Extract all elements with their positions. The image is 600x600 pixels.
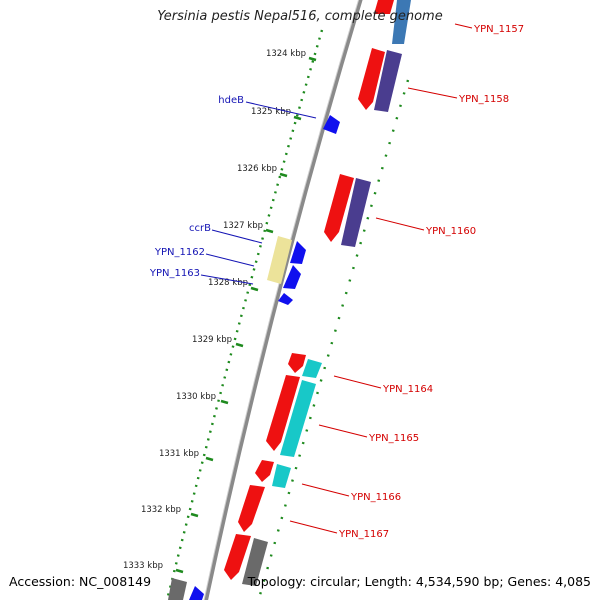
- gene-feature-bottom-blue[interactable]: [189, 586, 204, 600]
- gene-label[interactable]: hdeB: [218, 95, 244, 106]
- gene-label[interactable]: YPN_1166: [350, 492, 401, 503]
- leader-lines-right: [289, 23, 473, 534]
- gene-feature-small-blue[interactable]: [278, 293, 293, 305]
- kbp-label: 1328 kbp: [208, 278, 248, 288]
- kbp-label: 1330 kbp: [176, 392, 216, 402]
- gene-feature-ypn-1166[interactable]: [255, 460, 274, 482]
- kbp-label: 1331 kbp: [159, 449, 199, 459]
- gene-feature-1164-a[interactable]: [288, 353, 306, 373]
- gene-label[interactable]: YPN_1157: [473, 24, 524, 35]
- gene-label[interactable]: YPN_1165: [368, 433, 419, 444]
- kbp-label: 1332 kbp: [141, 505, 181, 515]
- accession-text: Accession: NC_008149: [9, 574, 152, 589]
- gene-feature-ypn-1165[interactable]: [280, 380, 316, 457]
- gene-feature-ypn-1164[interactable]: [266, 375, 300, 451]
- gene-feature-1157-steelblue[interactable]: [392, 0, 411, 44]
- gene-label[interactable]: YPN_1162: [154, 247, 205, 258]
- gene-feature-hdeb[interactable]: [323, 115, 340, 134]
- gene-label[interactable]: YPN_1164: [382, 384, 433, 395]
- genome-backbone: [204, 0, 363, 600]
- gene-feature-bottom-grey[interactable]: [168, 578, 187, 600]
- genome-backbone-highlight: [203, 0, 360, 600]
- genome-summary: Topology: circular; Length: 4,534,590 bp…: [247, 574, 591, 589]
- inner-tick-ring: [258, 79, 410, 596]
- gene-feature-ypn-1167[interactable]: [238, 485, 265, 532]
- forward-strand-features: [224, 0, 394, 580]
- gene-feature-ypn-1157[interactable]: [374, 0, 394, 14]
- gene-feature-1164-cyan[interactable]: [302, 359, 322, 378]
- gene-label[interactable]: YPN_1160: [425, 226, 476, 237]
- gene-feature-1167-grey[interactable]: [242, 538, 268, 586]
- kbp-label: 1329 kbp: [192, 335, 232, 345]
- map-title: Yersinia pestis Nepal516, complete genom…: [157, 9, 443, 24]
- gene-feature-1166-cyan[interactable]: [272, 464, 291, 488]
- leader-lines-left: [200, 101, 317, 285]
- gene-feature-ypn-1158[interactable]: [358, 48, 385, 110]
- gene-feature-ccrb[interactable]: [267, 236, 292, 284]
- paired-features: [168, 0, 411, 600]
- kbp-label: 1326 kbp: [237, 164, 277, 174]
- gene-labels-left: hdeB ccrB YPN_1162 YPN_1163: [149, 95, 244, 279]
- gene-feature-1160-purple[interactable]: [341, 178, 371, 247]
- kbp-label: 1325 kbp: [251, 107, 291, 117]
- reverse-strand-features: [189, 115, 340, 600]
- gene-label[interactable]: YPN_1167: [338, 529, 389, 540]
- gene-labels-right: YPN_1157 YPN_1158 YPN_1160 YPN_1164 YPN_…: [338, 24, 524, 540]
- kbp-label: 1327 kbp: [223, 221, 263, 231]
- kbp-tick-marks: [175, 56, 317, 574]
- outer-tick-ring: [165, 29, 324, 600]
- gene-label[interactable]: YPN_1163: [149, 268, 200, 279]
- gene-label[interactable]: YPN_1158: [458, 94, 509, 105]
- kbp-label: 1333 kbp: [123, 561, 163, 571]
- gene-feature-ypn-1162[interactable]: [290, 241, 306, 264]
- gene-feature-ypn-1163[interactable]: [283, 265, 301, 289]
- gene-feature-ypn-1160[interactable]: [324, 174, 354, 242]
- gene-label[interactable]: ccrB: [189, 223, 211, 234]
- gene-feature-1158-purple[interactable]: [374, 50, 402, 112]
- kbp-labels: 1324 kbp 1325 kbp 1326 kbp 1327 kbp 1328…: [123, 49, 306, 571]
- kbp-label: 1324 kbp: [266, 49, 306, 59]
- gene-feature-1167-b[interactable]: [224, 534, 251, 580]
